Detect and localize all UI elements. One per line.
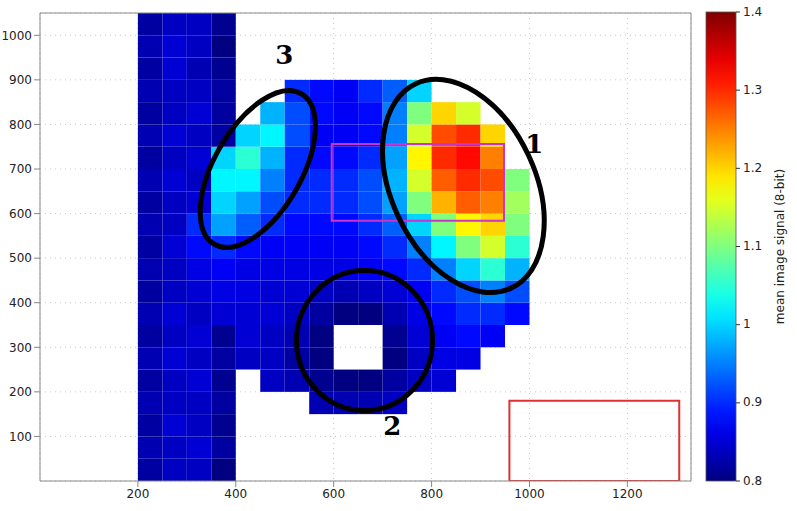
svg-text:1200: 1200: [612, 487, 643, 501]
svg-text:600: 600: [9, 207, 32, 221]
svg-text:1: 1: [525, 129, 543, 159]
svg-text:2: 2: [383, 411, 401, 441]
svg-text:1.4: 1.4: [743, 5, 762, 19]
svg-text:0.9: 0.9: [743, 395, 762, 409]
svg-text:1.3: 1.3: [743, 83, 762, 97]
svg-text:200: 200: [9, 385, 32, 399]
svg-text:1.2: 1.2: [743, 161, 762, 175]
svg-text:400: 400: [9, 296, 32, 310]
svg-text:900: 900: [9, 73, 32, 87]
svg-text:1: 1: [743, 317, 751, 331]
svg-text:300: 300: [9, 341, 32, 355]
svg-text:1000: 1000: [514, 487, 545, 501]
svg-text:200: 200: [126, 487, 149, 501]
svg-text:800: 800: [9, 118, 32, 132]
svg-text:400: 400: [224, 487, 247, 501]
svg-text:500: 500: [9, 251, 32, 265]
svg-text:1000: 1000: [1, 29, 32, 43]
svg-text:600: 600: [322, 487, 345, 501]
svg-text:700: 700: [9, 162, 32, 176]
svg-text:1.1: 1.1: [743, 239, 762, 253]
svg-text:0.8: 0.8: [743, 474, 762, 488]
svg-text:mean image signal (8-bit): mean image signal (8-bit): [773, 169, 787, 324]
svg-text:800: 800: [420, 487, 443, 501]
svg-text:100: 100: [9, 430, 32, 444]
svg-text:3: 3: [275, 40, 293, 70]
